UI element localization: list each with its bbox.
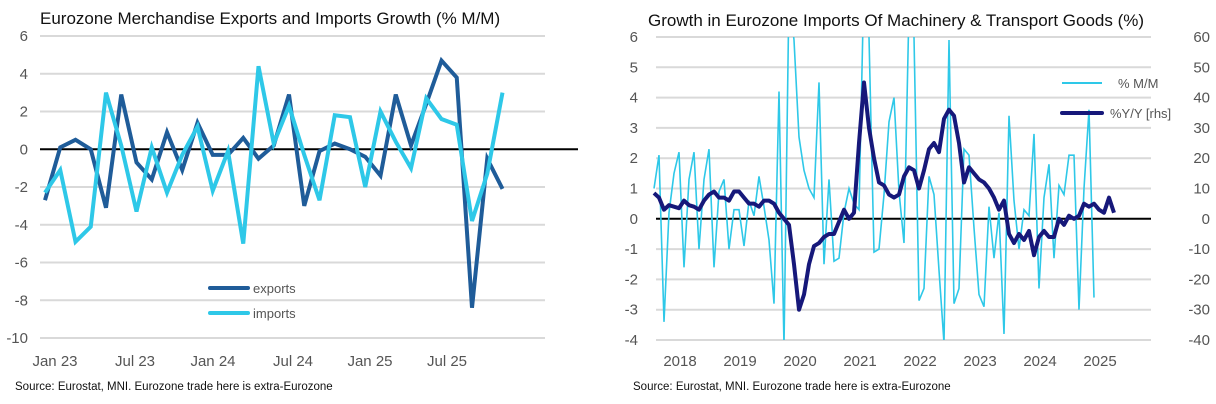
y-tick-label: -2 — [15, 179, 28, 196]
y-tick-label: 4 — [630, 90, 638, 107]
y2-tick-label: 60 — [1193, 29, 1210, 46]
chart-title: Growth in Eurozone Imports Of Machinery … — [648, 11, 1144, 30]
y-tick-label: 4 — [20, 66, 28, 83]
y2-tick-label: 40 — [1193, 90, 1210, 107]
series-line-exports — [43, 56, 505, 309]
y-tick-label: 1 — [630, 181, 638, 198]
y-tick-label: 5 — [630, 59, 638, 76]
machinery-imports-chart: Growth in Eurozone Imports Of Machinery … — [625, 11, 1210, 393]
x-tick-label: 2018 — [663, 353, 696, 370]
x-tick-label: 2021 — [843, 353, 876, 370]
y2-tick-label: 20 — [1193, 150, 1210, 167]
y-tick-label: 6 — [630, 29, 638, 46]
x-tick-label: 2022 — [903, 353, 936, 370]
y-tick-label: 2 — [630, 150, 638, 167]
series-line-yy — [652, 80, 1116, 312]
x-tick-label: Jul 24 — [273, 353, 313, 370]
y-tick-label: 0 — [630, 211, 638, 228]
x-tick-label: 2023 — [963, 353, 996, 370]
x-tick-label: 2025 — [1083, 353, 1116, 370]
x-tick-label: Jan 24 — [190, 353, 235, 370]
y-tick-label: 0 — [20, 141, 28, 158]
x-tick-label: Jan 25 — [347, 353, 392, 370]
legend-label-yy: %Y/Y [rhs] — [1110, 106, 1171, 121]
x-tick-label: Jul 23 — [115, 353, 155, 370]
y-tick-label: -3 — [625, 302, 638, 319]
legend-label-mm: % M/M — [1118, 76, 1158, 91]
y2-tick-label: 10 — [1193, 181, 1210, 198]
y2-tick-label: 30 — [1193, 120, 1210, 137]
y2-tick-label: 50 — [1193, 59, 1210, 76]
y2-tick-label: -30 — [1188, 302, 1210, 319]
exports-imports-chart: Eurozone Merchandise Exports and Imports… — [6, 9, 578, 393]
legend-label-imports: imports — [253, 306, 296, 321]
y-tick-label: -8 — [15, 292, 28, 309]
y-tick-label: -6 — [15, 255, 28, 272]
y-tick-label: 6 — [20, 28, 28, 45]
chart-title: Eurozone Merchandise Exports and Imports… — [40, 9, 500, 28]
legend-label-exports: exports — [253, 281, 296, 296]
x-tick-label: 2024 — [1023, 353, 1056, 370]
x-tick-label: Jul 25 — [427, 353, 467, 370]
x-tick-label: Jan 23 — [32, 353, 77, 370]
y-tick-label: -10 — [6, 330, 28, 347]
legend: exports imports — [208, 281, 296, 321]
source-note: Source: Eurostat, MNI. Eurozone trade he… — [633, 381, 951, 393]
y-tick-label: -1 — [625, 241, 638, 258]
series-line-imports — [43, 65, 505, 246]
y2-tick-label: 0 — [1202, 211, 1210, 228]
legend: % M/M %Y/Y [rhs] — [1060, 76, 1171, 121]
y2-tick-label: -40 — [1188, 332, 1210, 349]
y2-tick-label: -20 — [1188, 271, 1210, 288]
x-tick-label: 2020 — [783, 353, 816, 370]
y-tick-label: -2 — [625, 271, 638, 288]
y-tick-label: -4 — [15, 217, 28, 234]
y2-tick-label: -10 — [1188, 241, 1210, 258]
series-line-mm — [653, 37, 1095, 340]
y-tick-label: 3 — [630, 120, 638, 137]
source-note: Source: Eurostat, MNI. Eurozone trade he… — [15, 381, 333, 393]
x-tick-label: 2019 — [723, 353, 756, 370]
y-tick-label: -4 — [625, 332, 638, 349]
y-tick-label: 2 — [20, 104, 28, 121]
